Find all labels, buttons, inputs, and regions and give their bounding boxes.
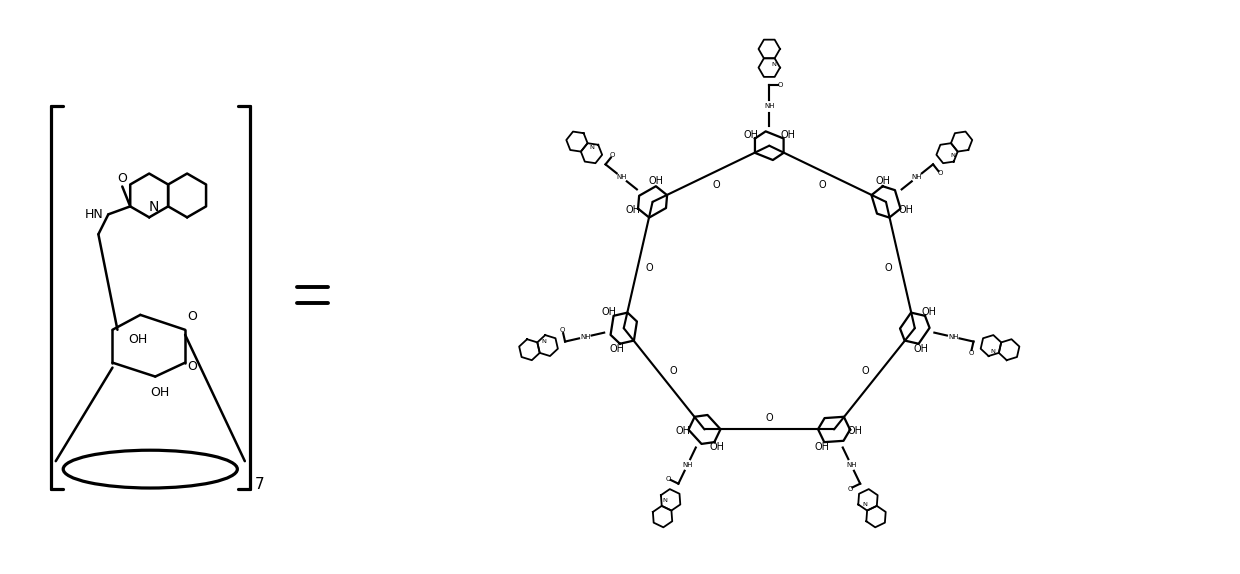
Text: O: O <box>670 366 677 377</box>
Text: O: O <box>187 360 197 373</box>
Text: N: N <box>771 62 776 67</box>
Text: OH: OH <box>914 344 929 354</box>
Text: NH: NH <box>580 334 590 340</box>
Text: OH: OH <box>743 130 758 140</box>
Text: 7: 7 <box>255 476 264 491</box>
Text: OH: OH <box>875 176 890 185</box>
Text: O: O <box>712 180 720 189</box>
Text: OH: OH <box>848 426 863 436</box>
Text: NH: NH <box>682 462 693 468</box>
Text: O: O <box>885 263 893 273</box>
Text: OH: OH <box>815 442 830 452</box>
Text: OH: OH <box>601 308 616 317</box>
Text: O: O <box>187 311 197 323</box>
Text: OH: OH <box>129 333 148 346</box>
Text: O: O <box>666 476 671 482</box>
Text: O: O <box>862 366 869 377</box>
Text: HN: HN <box>86 208 104 221</box>
Text: NH: NH <box>764 103 775 109</box>
Text: O: O <box>818 180 826 189</box>
Text: OH: OH <box>625 205 640 215</box>
Text: N: N <box>950 153 955 158</box>
Text: OH: OH <box>780 130 795 140</box>
Text: O: O <box>118 172 128 185</box>
Text: O: O <box>847 486 853 492</box>
Text: O: O <box>968 350 973 356</box>
Text: O: O <box>937 170 942 176</box>
Text: O: O <box>646 263 653 273</box>
Text: OH: OH <box>610 344 625 354</box>
Text: OH: OH <box>709 442 724 452</box>
Text: OH: OH <box>649 176 663 185</box>
Text: NH: NH <box>947 334 959 340</box>
Text: O: O <box>765 413 773 422</box>
Text: OH: OH <box>676 426 691 436</box>
Text: OH: OH <box>150 386 170 399</box>
Text: NH: NH <box>911 174 923 180</box>
Text: N: N <box>862 502 867 507</box>
Text: NH: NH <box>616 174 627 180</box>
Text: N: N <box>149 200 160 214</box>
Text: O: O <box>559 327 565 333</box>
Text: N: N <box>662 498 667 503</box>
Text: N: N <box>590 145 595 150</box>
Text: N: N <box>541 339 546 344</box>
Text: N: N <box>991 348 996 354</box>
Text: OH: OH <box>921 308 937 317</box>
Text: NH: NH <box>846 462 857 468</box>
Text: O: O <box>610 153 615 158</box>
Text: OH: OH <box>899 205 914 215</box>
Text: O: O <box>777 83 784 88</box>
